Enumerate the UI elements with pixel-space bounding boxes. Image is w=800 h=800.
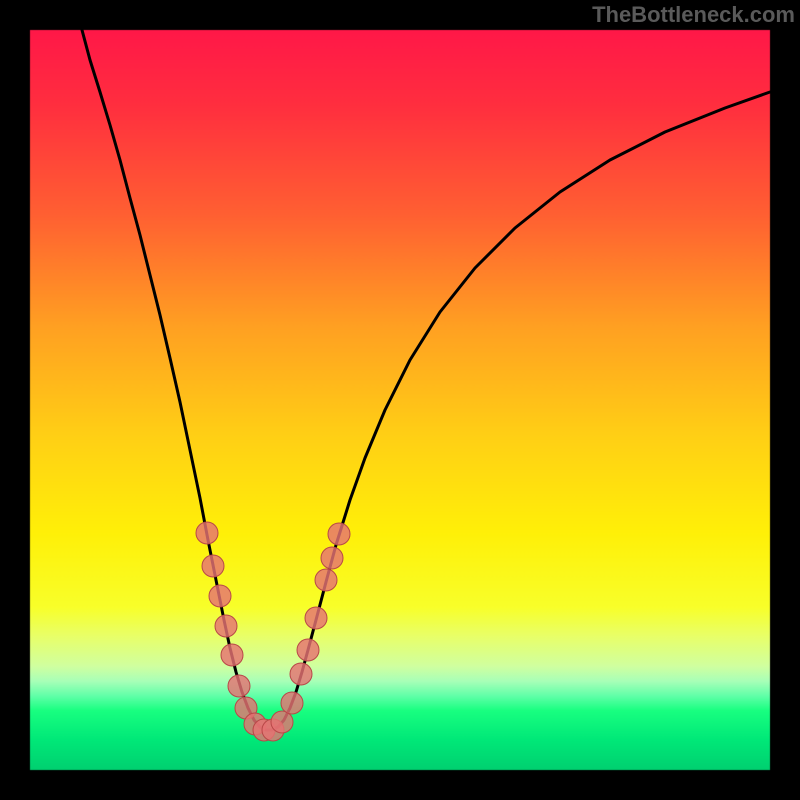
data-points-layer xyxy=(0,0,800,800)
data-point xyxy=(202,555,224,577)
data-point xyxy=(209,585,231,607)
watermark-text: TheBottleneck.com xyxy=(592,2,795,28)
data-point xyxy=(221,644,243,666)
chart-container: TheBottleneck.com xyxy=(0,0,800,800)
data-point xyxy=(271,711,293,733)
data-point xyxy=(215,615,237,637)
data-point xyxy=(321,547,343,569)
data-point xyxy=(315,569,337,591)
data-point xyxy=(328,523,350,545)
data-point xyxy=(305,607,327,629)
data-point xyxy=(297,639,319,661)
data-point xyxy=(290,663,312,685)
data-point xyxy=(196,522,218,544)
data-point xyxy=(281,692,303,714)
data-point xyxy=(228,675,250,697)
